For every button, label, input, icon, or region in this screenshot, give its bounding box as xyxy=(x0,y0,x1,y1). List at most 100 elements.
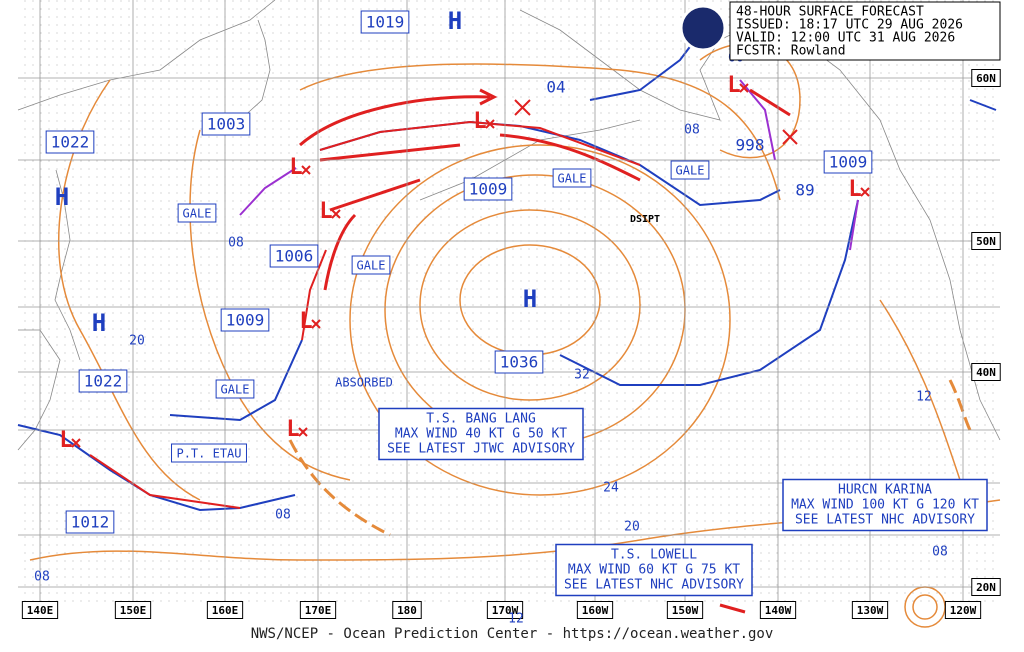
low-center: L xyxy=(848,177,861,202)
lon-label: 130W xyxy=(857,604,884,617)
lon-label: 180 xyxy=(397,604,417,617)
header-box xyxy=(729,1,1001,61)
front-note-box xyxy=(171,443,247,463)
gale-warning: GALE xyxy=(183,207,212,221)
isobar-value: 20 xyxy=(624,520,640,535)
lon-label-box xyxy=(759,601,797,619)
central-pressure-box xyxy=(269,244,319,268)
storm-box xyxy=(782,478,988,532)
forecast-header: VALID: 12:00 UTC 31 AUG 2026 xyxy=(736,31,955,46)
storm-box xyxy=(555,543,753,597)
motion-arrows xyxy=(299,88,798,614)
lon-label-box xyxy=(851,601,889,619)
lat-label-box xyxy=(971,69,1001,87)
lon-label: 170W xyxy=(492,604,519,617)
central-pressure-box xyxy=(45,130,95,154)
isobar-value: 12 xyxy=(916,390,932,405)
storm-box xyxy=(378,407,584,461)
central-pressure: 1036 xyxy=(500,353,539,372)
lon-label-box xyxy=(486,601,524,619)
central-pressure: 1022 xyxy=(51,133,90,152)
lon-label: 120W xyxy=(950,604,977,617)
central-pressure-box xyxy=(78,369,128,393)
lon-label: 170E xyxy=(305,604,332,617)
low-cross xyxy=(301,165,311,175)
lat-label-box xyxy=(971,578,1001,596)
central-pressure-box xyxy=(360,10,410,34)
low-center: L xyxy=(473,109,486,134)
storm-advisory: HURCN KARINA xyxy=(838,483,932,498)
low-center: L xyxy=(59,428,72,453)
central-pressure-box xyxy=(494,350,544,374)
lon-label-box xyxy=(666,601,704,619)
lon-label-box xyxy=(576,601,614,619)
storm-advisory: SEE LATEST NHC ADVISORY xyxy=(795,513,975,528)
storm-advisory: SEE LATEST JTWC ADVISORY xyxy=(387,442,575,457)
central-pressure: 1006 xyxy=(275,247,314,266)
high-center: H xyxy=(55,183,69,211)
footer-credit: NWS/NCEP - Ocean Prediction Center - htt… xyxy=(251,626,774,642)
storm-advisory: SEE LATEST NHC ADVISORY xyxy=(564,578,744,593)
gale-warning: GALE xyxy=(221,383,250,397)
isobar-value: 20 xyxy=(129,334,145,349)
low-cross xyxy=(485,119,495,129)
central-pressure: 1019 xyxy=(366,13,405,32)
isobar-value: 08 xyxy=(275,508,291,523)
low-center: L xyxy=(286,417,299,442)
gale-warning-box xyxy=(215,379,255,399)
low-cross xyxy=(311,319,321,329)
central-pressure: 1009 xyxy=(469,180,508,199)
lat-label-box xyxy=(971,363,1001,381)
fronts xyxy=(17,19,997,512)
isobar-value: 32 xyxy=(574,368,590,383)
low-cross xyxy=(860,187,870,197)
forecast-header: ISSUED: 18:17 UTC 29 AUG 2026 xyxy=(736,18,963,33)
gale-warning: GALE xyxy=(558,172,587,186)
gale-warning-box xyxy=(552,168,592,188)
low-cross xyxy=(71,438,81,448)
lon-label: 150E xyxy=(120,604,147,617)
lon-label: 140W xyxy=(765,604,792,617)
central-pressure: 998 xyxy=(736,136,765,155)
lon-label-box xyxy=(299,601,337,619)
high-center: H xyxy=(92,309,106,337)
central-pressure-box xyxy=(823,150,873,174)
front-note: P.T. ETAU xyxy=(176,447,241,461)
central-pressure: 1012 xyxy=(71,513,110,532)
central-pressure-box xyxy=(65,510,115,534)
isobar-value: 08 xyxy=(932,545,948,560)
low-cross xyxy=(739,83,749,93)
low-cross xyxy=(331,209,341,219)
low-center: L xyxy=(289,155,302,180)
lat-label: 50N xyxy=(976,235,996,248)
isobar-value: 08 xyxy=(34,570,50,585)
gale-warning: GALE xyxy=(357,259,386,273)
lon-label-box xyxy=(114,601,152,619)
lat-label: 40N xyxy=(976,366,996,379)
lon-label: 160W xyxy=(582,604,609,617)
central-pressure-box xyxy=(220,308,270,332)
lon-label-box xyxy=(21,601,59,619)
storm-advisory: T.S. BANG LANG xyxy=(426,412,536,427)
front-note: ABSORBED xyxy=(335,376,393,390)
lon-label: 150W xyxy=(672,604,699,617)
high-center: H xyxy=(448,7,462,35)
gale-warning-box xyxy=(177,203,217,223)
lat-label-box xyxy=(971,232,1001,250)
isobar-value: 12 xyxy=(508,612,524,627)
gale-warning-box xyxy=(670,160,710,180)
isobar-value: 08 xyxy=(684,123,700,138)
gale-warning: GALE xyxy=(676,164,705,178)
lon-label: 160E xyxy=(212,604,239,617)
lon-label-box xyxy=(944,601,982,619)
central-pressure: 1022 xyxy=(84,372,123,391)
isobar-value: 24 xyxy=(603,481,619,496)
central-pressure-box xyxy=(463,177,513,201)
low-cross xyxy=(298,427,308,437)
lat-label: 20N xyxy=(976,581,996,594)
central-pressure: 04 xyxy=(546,78,565,97)
lon-label: 140E xyxy=(27,604,54,617)
forecast-header: 48-HOUR SURFACE FORECAST xyxy=(736,5,924,20)
storm-advisory: MAX WIND 40 KT G 50 KT xyxy=(395,427,567,442)
